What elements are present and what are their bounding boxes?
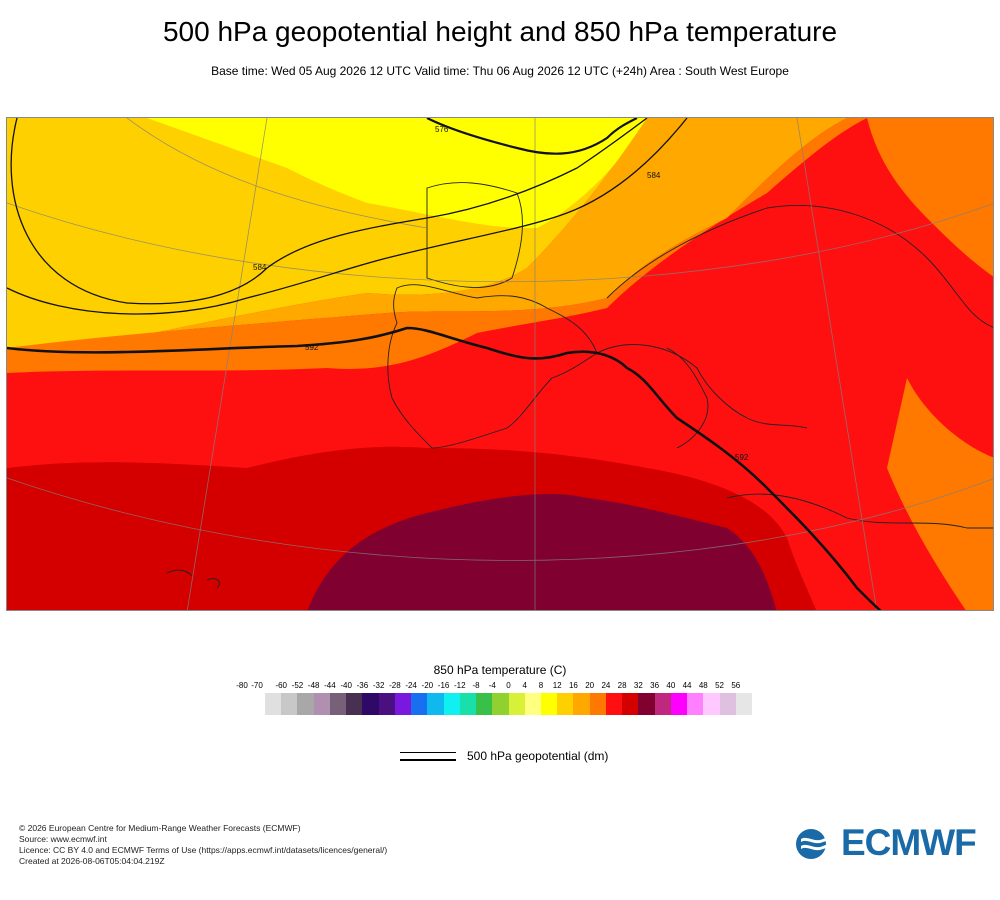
scale-swatch: [524, 693, 541, 715]
scale-swatch: [735, 693, 753, 715]
scale-tick-label: 16: [568, 681, 578, 690]
scale-swatch: [329, 693, 347, 715]
ecmwf-logo: ECMWF: [795, 822, 985, 864]
legend-title: 850 hPa temperature (C): [433, 663, 567, 677]
legend-line-icon: [400, 752, 456, 753]
scale-tick-label: -70: [251, 681, 263, 690]
scale-swatch: [703, 693, 720, 715]
ecmwf-logo-text: ECMWF: [841, 822, 977, 863]
scale-swatch: [362, 693, 379, 715]
band-maroon: [307, 494, 777, 610]
scale-tick-label: 32: [633, 681, 643, 690]
contour-label: 576: [435, 125, 449, 134]
contour-label: 592: [305, 343, 319, 352]
geopotential-legend-label: 500 hPa geopotential (dm): [467, 749, 609, 763]
ecmwf-globe-icon: [796, 829, 839, 859]
scale-swatch: [313, 693, 330, 715]
scale-swatch: [427, 693, 444, 715]
scale-swatch: [719, 693, 736, 715]
contour-label: 592: [735, 453, 749, 462]
scale-swatch: [476, 693, 493, 715]
scale-tick-label: 20: [585, 681, 595, 690]
footer-line: Created at 2026-08-06T05:04:04.219Z: [19, 856, 165, 866]
footer-line: Source: www.ecmwf.int: [19, 834, 107, 844]
scale-swatch: [297, 693, 314, 715]
scale-tick-label: -28: [389, 681, 401, 690]
scale-swatch: [265, 693, 282, 715]
scale-tick-label: 48: [698, 681, 708, 690]
legend-line-icon: [400, 759, 456, 761]
scale-tick-label: 8: [538, 681, 544, 690]
scale-tick-label: -36: [356, 681, 369, 690]
scale-swatch: [411, 693, 428, 715]
scale-tick-label: 44: [682, 681, 692, 690]
band-southeast-orange: [887, 378, 993, 610]
scale-tick-label: 52: [715, 681, 724, 690]
contour-label: 584: [647, 171, 661, 180]
chart-subtitle: Base time: Wed 05 Aug 2026 12 UTC Valid …: [211, 64, 789, 78]
scale-swatch: [622, 693, 639, 715]
scale-swatch: [589, 693, 606, 715]
scale-tick-label: 4: [522, 681, 527, 690]
scale-tick-label: 28: [617, 681, 627, 690]
scale-tick-label: -52: [291, 681, 304, 690]
graticule: [7, 118, 993, 610]
scale-tick-label: -12: [454, 681, 466, 690]
temperature-color-scale: [265, 693, 753, 715]
contour-label-group: 576 584 584 592 592: [253, 125, 749, 462]
footer: © 2026 European Centre for Medium-Range …: [19, 823, 387, 867]
scale-swatch: [443, 693, 460, 715]
scale-tick-label: -44: [324, 681, 336, 690]
coastlines: [166, 182, 993, 589]
scale-tick-label: -40: [340, 681, 352, 690]
scale-swatch: [540, 693, 558, 715]
scale-tick-label: -60: [275, 681, 287, 690]
band-right-orange: [867, 118, 993, 277]
scale-swatch: [508, 693, 525, 715]
scale-swatch: [638, 693, 655, 715]
scale-swatch: [573, 693, 590, 715]
scale-swatch: [670, 693, 688, 715]
footer-line: © 2026 European Centre for Medium-Range …: [19, 823, 301, 833]
scale-tick-label: -48: [307, 681, 320, 690]
scale-tick-label: 40: [666, 681, 676, 690]
geopotential-contours: [7, 118, 882, 610]
chart-title: 500 hPa geopotential height and 850 hPa …: [162, 16, 838, 47]
scale-swatch: [687, 693, 704, 715]
scale-tick-label: 56: [731, 681, 741, 690]
scale-swatch: [281, 693, 298, 715]
scale-swatch: [654, 693, 671, 715]
scale-swatch: [394, 693, 412, 715]
scale-tick-label: -8: [472, 681, 480, 690]
scale-tick-label: -80: [236, 681, 248, 690]
scale-swatch: [378, 693, 395, 715]
scale-swatch: [459, 693, 477, 715]
scale-tick-label: -32: [372, 681, 385, 690]
weather-map: 576 584 584 592 592: [6, 117, 994, 611]
scale-tick-label: -16: [437, 681, 450, 690]
scale-swatch: [492, 693, 509, 715]
band-light-yellow: [147, 118, 647, 229]
scale-tick-label: -4: [488, 681, 496, 690]
scale-swatch: [605, 693, 623, 715]
scale-tick-label: -20: [421, 681, 434, 690]
scale-tick-label: 24: [601, 681, 611, 690]
band-dark-orange: [7, 118, 867, 373]
scale-tick-label: 0: [506, 681, 511, 690]
scale-tick-label: 36: [650, 681, 660, 690]
footer-line: Licence: CC BY 4.0 and ECMWF Terms of Us…: [19, 845, 388, 855]
contour-label: 584: [253, 263, 267, 272]
scale-swatch: [346, 693, 363, 715]
band-orange: [7, 118, 847, 363]
scale-tick-label: 12: [552, 681, 562, 690]
scale-tick-label: -24: [405, 681, 417, 690]
geopotential-legend: 500 hPa geopotential (dm): [400, 748, 700, 768]
legend-tick-labels: -80 -70 -60 -52 -48 -44 -40 -36 -32 -28 -24 -20 -16-…: [236, 681, 760, 693]
scale-swatch: [557, 693, 574, 715]
